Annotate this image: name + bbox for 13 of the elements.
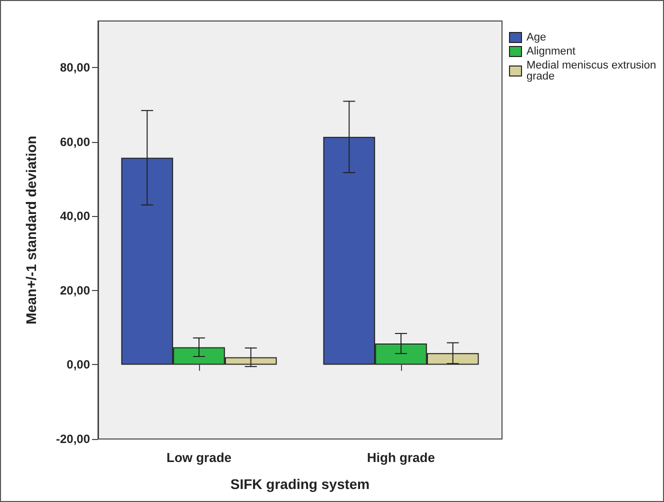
y-tick-label: 80,00 [60, 60, 90, 74]
y-tick-label: 0,00 [66, 358, 90, 372]
y-tick-label: -20,00 [56, 432, 90, 446]
x-tick-label: High grade [367, 450, 435, 465]
y-tick-label: 40,00 [60, 209, 90, 224]
legend-label: Age [526, 32, 546, 44]
x-axis-title: SIFK grading system [230, 476, 370, 492]
legend-label: Medial meniscus extrusion grade [526, 60, 660, 82]
y-axis-title: Mean+/-1 standard deviation [23, 136, 39, 324]
x-tick-label: Low grade [166, 450, 232, 465]
legend-label: Alignment [526, 46, 576, 58]
y-tick-label: 60,00 [60, 134, 90, 149]
y-tick-label: 20,00 [60, 283, 90, 298]
